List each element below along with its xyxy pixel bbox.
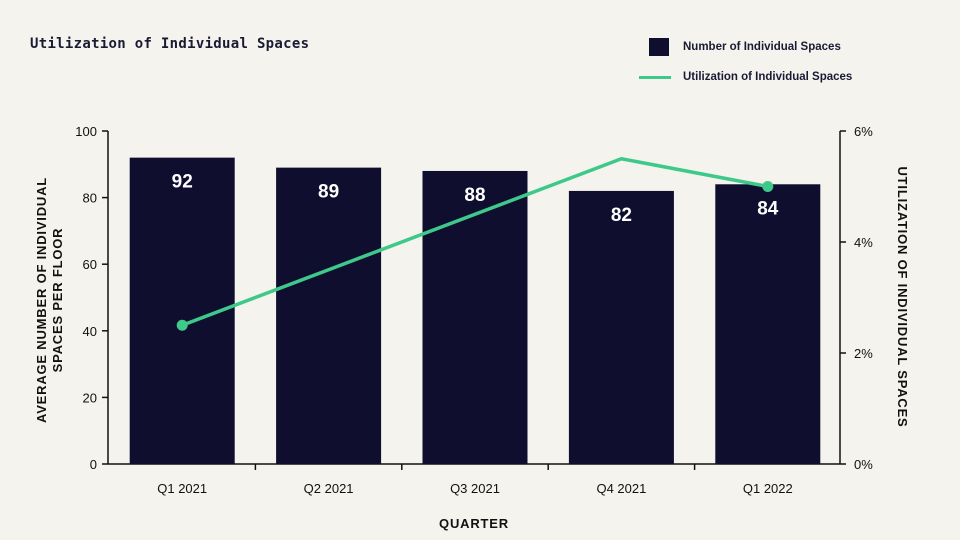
left-axis-title-line: AVERAGE NUMBER OF INDIVIDUAL — [34, 177, 49, 423]
x-tick-label: Q2 2021 — [304, 481, 354, 496]
x-tick-label: Q3 2021 — [450, 481, 500, 496]
right-tick-label: 4% — [854, 235, 873, 250]
bar — [422, 170, 528, 464]
x-tick-label: Q1 2022 — [743, 481, 793, 496]
utilization-point — [762, 181, 774, 192]
legend-line-swatch — [639, 75, 671, 79]
left-tick-label: 100 — [75, 124, 97, 139]
legend-item-line: Utilization of Individual Spaces — [637, 68, 852, 86]
right-tick-label: 0% — [854, 457, 873, 472]
chart-title: Utilization of Individual Spaces — [30, 36, 310, 52]
legend-label-line: Utilization of Individual Spaces — [683, 71, 853, 83]
x-tick-label: Q4 2021 — [596, 481, 646, 496]
bar — [568, 190, 674, 464]
bar-data-label: 82 — [611, 205, 632, 226]
bar-data-label: 92 — [172, 172, 193, 193]
bar — [276, 167, 382, 464]
utilization-line — [181, 157, 769, 327]
legend-bar-swatch — [649, 38, 669, 56]
left-tick-label: 0 — [90, 457, 97, 472]
left-tick-label: 20 — [83, 390, 97, 405]
left-axis-title: AVERAGE NUMBER OF INDIVIDUALSPACES PER F… — [34, 177, 65, 423]
bar-data-label: 88 — [464, 185, 485, 206]
left-tick-label: 80 — [83, 191, 97, 206]
bar-data-label: 84 — [757, 198, 779, 219]
legend: Number of Individual Spaces Utilization … — [637, 38, 852, 98]
legend-label-bars: Number of Individual Spaces — [683, 41, 841, 53]
utilization-point — [176, 319, 188, 331]
bar — [715, 184, 821, 464]
right-tick-label: 6% — [854, 124, 873, 139]
legend-item-bars: Number of Individual Spaces — [637, 38, 852, 56]
right-tick-label: 2% — [854, 346, 873, 361]
bar-data-label: 89 — [318, 182, 339, 203]
left-tick-label: 40 — [83, 324, 97, 339]
left-axis-title-line: SPACES PER FLOOR — [50, 228, 65, 373]
left-tick-label: 60 — [83, 257, 97, 272]
right-axis-title: UTILIZATION OF INDIVIDUAL SPACES — [895, 166, 910, 427]
x-tick-label: Q1 2021 — [157, 481, 207, 496]
x-axis-title: QUARTER — [439, 516, 509, 531]
